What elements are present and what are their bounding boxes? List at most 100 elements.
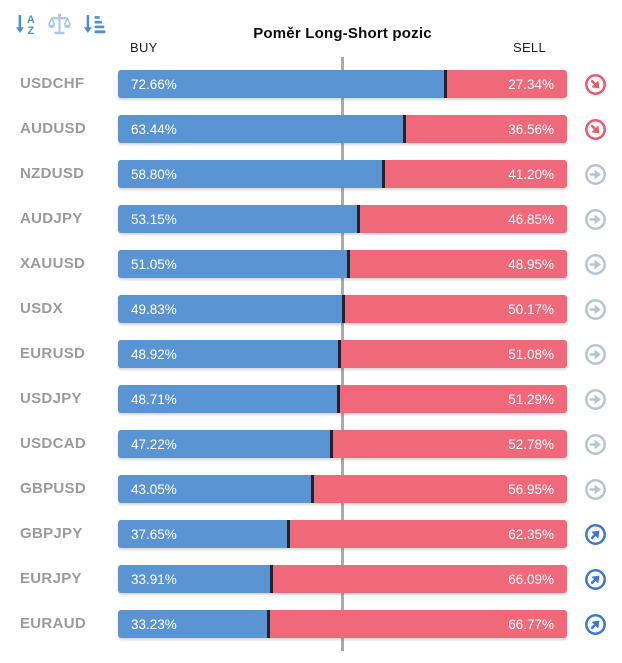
sell-percent: 46.85%	[508, 211, 554, 227]
ratio-bar: 43.05% 56.95%	[118, 475, 567, 503]
pair-label: GBPUSD	[20, 480, 86, 497]
ratio-bar: 49.83% 50.17%	[118, 295, 567, 323]
bar-divider	[337, 340, 341, 368]
sell-bar: 48.95%	[350, 250, 567, 278]
buy-bar: 48.92%	[118, 340, 338, 368]
buy-bar: 53.15%	[118, 205, 357, 233]
pair-row: USDJPY 48.71% 51.29%	[0, 385, 622, 413]
pair-row: USDCHF 72.66% 27.34%	[0, 70, 622, 98]
pair-row: USDX 49.83% 50.17%	[0, 295, 622, 323]
sort-amount-icon[interactable]	[80, 11, 107, 38]
buy-percent: 33.23%	[131, 616, 177, 632]
buy-bar: 43.05%	[118, 475, 312, 503]
signal-neutral-icon	[584, 253, 607, 276]
buy-bar: 49.83%	[118, 295, 342, 323]
sell-bar: 52.78%	[333, 430, 567, 458]
sell-percent: 48.95%	[508, 256, 554, 272]
sell-percent: 66.09%	[508, 571, 554, 587]
buy-column-header: BUY	[130, 40, 158, 55]
pair-label: USDX	[20, 300, 63, 317]
buy-percent: 47.22%	[131, 436, 177, 452]
rows: USDCHF 72.66% 27.34% AUDUSD 63.44%	[0, 70, 622, 655]
sell-percent: 50.17%	[508, 301, 554, 317]
bar-divider	[287, 520, 291, 548]
sell-percent: 51.29%	[508, 391, 554, 407]
sell-percent: 36.56%	[508, 121, 554, 137]
ratio-bar: 58.80% 41.20%	[118, 160, 567, 188]
balance-scale-icon[interactable]	[46, 11, 73, 38]
pair-row: EURAUD 33.23% 66.77%	[0, 610, 622, 638]
pair-label: EURJPY	[20, 570, 82, 587]
signal-neutral-icon	[584, 208, 607, 231]
pair-row: GBPJPY 37.65% 62.35%	[0, 520, 622, 548]
sell-percent: 51.08%	[508, 346, 554, 362]
sell-bar: 66.77%	[270, 610, 567, 638]
ratio-bar: 53.15% 46.85%	[118, 205, 567, 233]
ratio-bar: 33.91% 66.09%	[118, 565, 567, 593]
sell-bar: 62.35%	[290, 520, 567, 548]
signal-up-icon	[584, 523, 607, 546]
buy-percent: 72.66%	[131, 76, 177, 92]
ratio-bar: 33.23% 66.77%	[118, 610, 567, 638]
sell-bar: 50.17%	[344, 295, 567, 323]
pair-row: NZDUSD 58.80% 41.20%	[0, 160, 622, 188]
pair-label: NZDUSD	[20, 165, 85, 182]
sell-bar: 51.08%	[340, 340, 567, 368]
ratio-bar: 48.71% 51.29%	[118, 385, 567, 413]
ratio-bar: 48.92% 51.08%	[118, 340, 567, 368]
widget-title: Poměr Long-Short pozic	[253, 25, 432, 42]
buy-percent: 63.44%	[131, 121, 177, 137]
buy-bar: 58.80%	[118, 160, 382, 188]
buy-bar: 47.22%	[118, 430, 331, 458]
signal-neutral-icon	[584, 388, 607, 411]
pair-label: EURAUD	[20, 615, 86, 632]
pair-row: AUDUSD 63.44% 36.56%	[0, 115, 622, 143]
bar-divider	[382, 160, 385, 188]
signal-down-icon	[584, 118, 607, 141]
signal-up-icon	[584, 613, 607, 636]
buy-percent: 58.80%	[131, 166, 177, 182]
bar-divider	[336, 385, 340, 413]
buy-percent: 33.91%	[131, 571, 177, 587]
pair-row: GBPUSD 43.05% 56.95%	[0, 475, 622, 503]
pair-row: AUDJPY 53.15% 46.85%	[0, 205, 622, 233]
svg-text:A: A	[27, 14, 35, 26]
pair-row: XAUUSD 51.05% 48.95%	[0, 250, 622, 278]
ratio-bar: 72.66% 27.34%	[118, 70, 567, 98]
buy-percent: 37.65%	[131, 526, 177, 542]
signal-up-icon	[584, 568, 607, 591]
sort-toolbar: A Z	[12, 11, 107, 38]
pair-label: USDCAD	[20, 435, 86, 452]
ratio-bar: 51.05% 48.95%	[118, 250, 567, 278]
sell-percent: 41.20%	[508, 166, 554, 182]
signal-neutral-icon	[584, 343, 607, 366]
buy-bar: 37.65%	[118, 520, 288, 548]
ratio-bar: 37.65% 62.35%	[118, 520, 567, 548]
buy-bar: 72.66%	[118, 70, 445, 98]
buy-bar: 63.44%	[118, 115, 403, 143]
bar-divider	[347, 250, 351, 278]
pair-label: GBPJPY	[20, 525, 83, 542]
sell-bar: 36.56%	[405, 115, 567, 143]
sort-alpha-icon[interactable]: A Z	[12, 11, 39, 38]
pair-row: USDCAD 47.22% 52.78%	[0, 430, 622, 458]
buy-percent: 48.71%	[131, 391, 177, 407]
bar-divider	[341, 295, 345, 323]
signal-down-icon	[584, 73, 607, 96]
pair-label: AUDJPY	[20, 210, 83, 227]
bar-divider	[356, 205, 360, 233]
pair-label: AUDUSD	[20, 120, 86, 137]
sell-bar: 66.09%	[273, 565, 567, 593]
buy-percent: 43.05%	[131, 481, 177, 497]
buy-percent: 51.05%	[131, 256, 177, 272]
pair-row: EURUSD 48.92% 51.08%	[0, 340, 622, 368]
signal-neutral-icon	[584, 163, 607, 186]
sell-bar: 51.29%	[339, 385, 567, 413]
sell-bar: 46.85%	[359, 205, 567, 233]
pair-label: XAUUSD	[20, 255, 86, 272]
bar-divider	[267, 610, 271, 638]
bar-divider	[402, 115, 406, 143]
sell-percent: 56.95%	[508, 481, 554, 497]
sell-bar: 56.95%	[314, 475, 567, 503]
